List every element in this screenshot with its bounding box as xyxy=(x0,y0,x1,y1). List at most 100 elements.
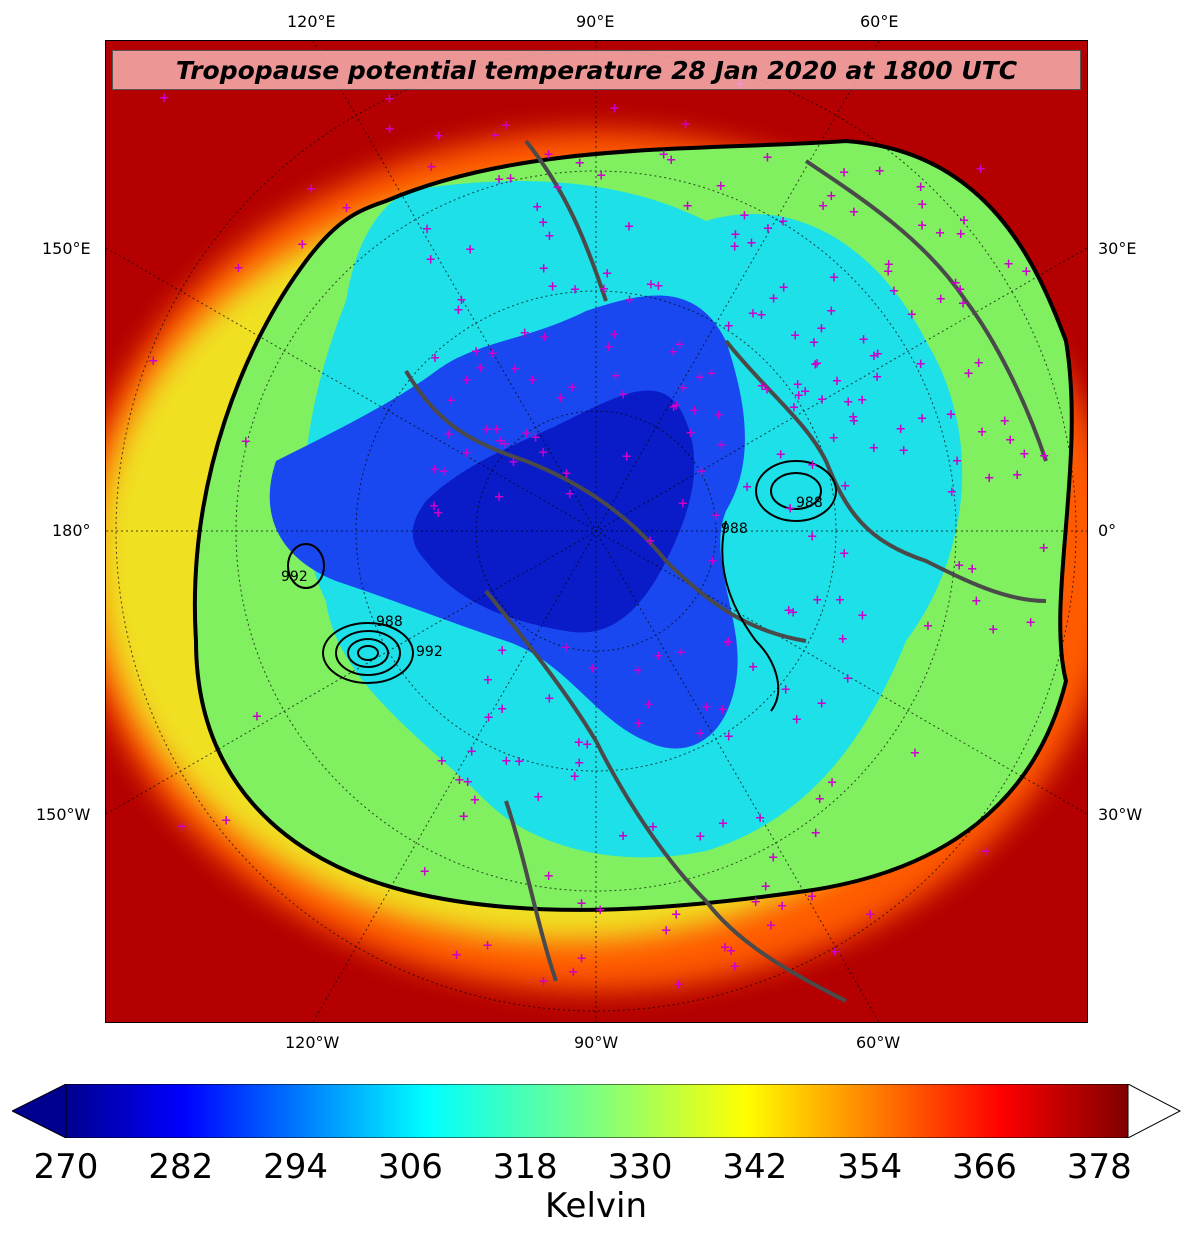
station-marker: + xyxy=(971,594,982,609)
station-marker: + xyxy=(494,490,505,505)
station-marker: + xyxy=(610,369,621,384)
label-right-30w: 30°W xyxy=(1098,805,1143,824)
station-marker: + xyxy=(984,471,995,486)
station-marker: + xyxy=(807,530,818,545)
station-marker: + xyxy=(723,635,734,650)
station-marker: + xyxy=(872,370,883,385)
station-marker: + xyxy=(422,222,433,237)
station-marker: + xyxy=(706,366,717,381)
station-marker: + xyxy=(729,239,740,254)
station-marker: + xyxy=(816,322,827,337)
station-marker: + xyxy=(955,227,966,242)
label-top-120e: 120°E xyxy=(287,12,336,31)
station-marker: + xyxy=(481,423,492,438)
station-marker: + xyxy=(857,393,868,408)
station-marker: + xyxy=(419,865,430,880)
station-marker: + xyxy=(508,455,519,470)
colorbar-tick-label: 318 xyxy=(492,1147,558,1187)
station-marker: + xyxy=(812,357,823,372)
station-marker: + xyxy=(757,379,768,394)
station-marker: + xyxy=(567,381,578,396)
station-marker: + xyxy=(696,464,707,479)
station-marker: + xyxy=(977,425,988,440)
station-marker: + xyxy=(816,697,827,712)
contour-label: 992 xyxy=(416,644,443,660)
station-marker: + xyxy=(582,738,593,753)
map-title: Tropopause potential temperature 28 Jan … xyxy=(175,55,1018,85)
station-marker: + xyxy=(783,604,794,619)
station-marker: + xyxy=(573,736,584,751)
station-marker: + xyxy=(967,562,978,577)
station-marker: + xyxy=(785,502,796,517)
station-marker: + xyxy=(883,257,894,272)
label-bottom-120w: 120°W xyxy=(285,1033,340,1052)
map-panel: 988 992 988 988 992 + + + + + + + + + + + + + + + + + + + +… xyxy=(105,40,1088,1023)
station-marker: + xyxy=(946,485,957,500)
station-marker: + xyxy=(685,426,696,441)
station-marker: + xyxy=(661,923,672,938)
station-marker: + xyxy=(777,899,788,914)
station-marker: + xyxy=(755,811,766,826)
station-marker: + xyxy=(527,373,538,388)
station-marker: + xyxy=(1019,447,1030,462)
station-marker: + xyxy=(895,422,906,437)
station-marker: + xyxy=(778,214,789,229)
station-marker: + xyxy=(645,534,656,549)
station-marker: + xyxy=(433,129,444,144)
station-marker: + xyxy=(497,702,508,717)
station-marker: + xyxy=(384,122,395,137)
station-marker: + xyxy=(429,499,440,514)
station-marker: + xyxy=(458,810,469,825)
station-marker: + xyxy=(543,148,554,163)
station-marker: + xyxy=(673,977,684,992)
station-marker: + xyxy=(433,506,444,521)
colorbar-tick-label: 270 xyxy=(33,1147,99,1187)
station-marker: + xyxy=(828,431,839,446)
station-marker: + xyxy=(648,820,659,835)
station-marker: + xyxy=(750,895,761,910)
station-marker: + xyxy=(494,172,505,187)
station-marker: + xyxy=(746,236,757,251)
station-marker: + xyxy=(552,181,563,196)
station-marker: + xyxy=(624,219,635,234)
station-marker: + xyxy=(973,356,984,371)
station-marker: + xyxy=(898,443,909,458)
station-markers: + + + + + + + + + + + + + + + + + + + + + + + + + + + + + + + + + + + + + + + +… xyxy=(148,77,1050,992)
station-marker: + xyxy=(874,164,885,179)
label-bottom-60w: 60°W xyxy=(856,1033,901,1052)
station-marker: + xyxy=(233,261,244,276)
station-marker: + xyxy=(544,229,555,244)
station-marker: + xyxy=(668,400,679,415)
colorbar-extend-low xyxy=(12,1084,67,1138)
station-marker: + xyxy=(780,682,791,697)
station-marker: + xyxy=(809,335,820,350)
station-marker: + xyxy=(849,205,860,220)
station-marker: + xyxy=(148,354,159,369)
contour-labels: 988 992 988 988 992 xyxy=(281,495,823,660)
colorbar-extend-high xyxy=(1127,1084,1182,1138)
station-marker: + xyxy=(959,213,970,228)
station-marker: + xyxy=(800,385,811,400)
station-marker: + xyxy=(461,446,472,461)
contour-label: 992 xyxy=(281,569,308,585)
station-marker: + xyxy=(453,303,464,318)
station-marker: + xyxy=(935,292,946,307)
label-right-0: 0° xyxy=(1098,521,1117,540)
station-marker: + xyxy=(840,479,851,494)
station-marker: + xyxy=(716,438,727,453)
colorbar xyxy=(12,1084,1182,1138)
station-marker: + xyxy=(436,754,447,769)
colorbar-tick-label: 282 xyxy=(148,1147,214,1187)
station-marker: + xyxy=(818,199,829,214)
deep-blue-core xyxy=(412,390,695,633)
station-marker: + xyxy=(658,148,669,163)
station-marker: + xyxy=(570,282,581,297)
station-marker: + xyxy=(444,427,455,442)
station-marker: + xyxy=(456,293,467,308)
station-marker: + xyxy=(221,813,232,828)
station-marker: + xyxy=(917,198,928,213)
colorbar-tick-label: 330 xyxy=(607,1147,673,1187)
label-left-150w: 150°W xyxy=(36,805,91,824)
station-marker: + xyxy=(454,773,465,788)
slp-contours xyxy=(287,460,837,712)
